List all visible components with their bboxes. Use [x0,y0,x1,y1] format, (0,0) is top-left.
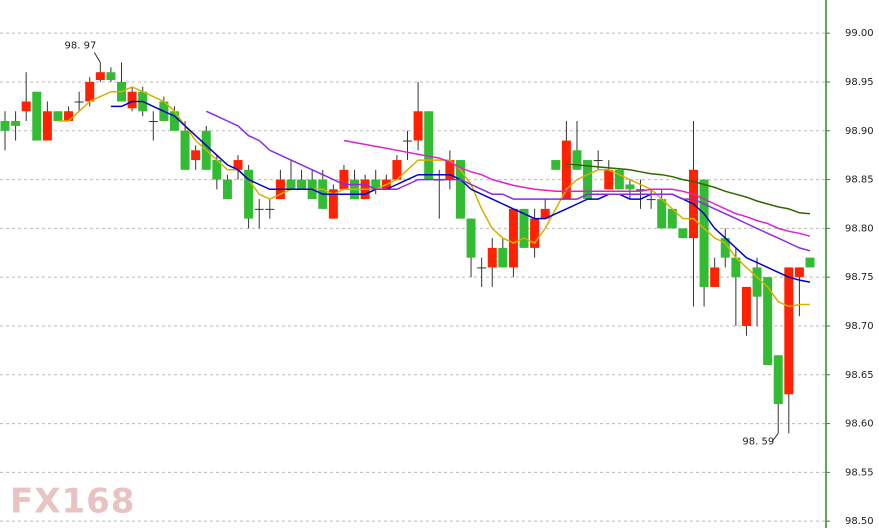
y-tick-label: 98.55 [845,467,874,478]
moving-average [343,139,811,237]
y-tick-label: 98.85 [845,175,874,186]
candle-body [191,150,201,161]
candle-body [455,160,465,219]
candle-body [371,179,381,190]
y-tick-label: 99.00 [845,28,874,39]
annotation: 98. 97 [65,40,97,51]
candle-body [106,72,116,81]
candle-body [169,111,179,131]
candle-body [286,179,296,190]
candle-body [752,267,762,297]
candle-body [614,169,624,190]
y-tick-label: 98.75 [845,272,874,283]
candle-body [604,169,614,190]
candle-body [805,257,815,268]
candle-body [498,247,508,268]
candle-body [477,267,487,269]
candle-body [265,208,275,210]
candle-body [212,160,222,180]
candle-body [508,208,518,268]
candle-body [636,189,646,191]
candle-body [42,111,52,141]
candle-body [646,199,656,201]
candle-body [148,121,158,123]
watermark: FX168 [10,482,135,522]
candle-body [11,121,21,126]
annotation-leader [93,52,101,63]
candle-body [794,267,804,278]
y-tick-label: 98.95 [845,77,874,88]
candle-body [244,169,254,219]
candle-body [572,150,582,170]
y-tick-label: 98.90 [845,126,874,137]
candle-body [233,160,243,170]
candle-body [424,111,434,180]
candle-body [551,160,561,170]
candle-body [53,111,63,122]
candle-body [561,140,571,200]
candle-body [180,130,190,170]
candle-body [530,218,540,248]
candle-body [32,91,42,141]
candle-body [593,160,603,162]
candle-body [678,228,688,239]
candle-body [699,179,709,287]
candle-body [0,121,10,131]
candle-body [445,160,455,180]
candle-body [328,189,338,219]
candle-body [720,238,730,258]
candle-body [403,140,412,142]
candle-body [710,267,720,287]
candle-body [74,101,84,103]
candle-body [625,184,635,190]
candle-body [540,208,550,219]
y-tick-label: 98.60 [845,419,874,430]
candle-body [95,72,105,81]
annotation-leader [771,433,779,442]
candle-body [657,199,667,229]
candle-body [784,267,794,395]
candle-body [741,286,751,326]
y-tick-label: 98.80 [845,223,874,234]
candle-body [297,179,307,190]
candle-body [64,111,74,122]
candle-body [21,101,31,112]
candle-body [763,277,773,366]
candle-body [392,160,402,180]
moving-average [205,110,811,252]
candle-body [583,160,593,200]
candle-body [413,111,423,141]
candle-body [773,355,783,405]
candle-body [85,81,95,102]
candle-body [519,208,529,248]
candle-body [466,218,476,258]
candle-body [339,169,349,190]
y-tick-label: 98.65 [845,370,874,381]
candle-body [667,208,677,229]
annotation: 98. 59 [742,436,774,447]
candle-body [254,208,264,210]
y-tick-label: 98.50 [845,516,874,527]
candle-body [127,91,137,109]
moving-average [566,163,811,215]
candle-body [487,247,497,268]
y-tick-label: 98.70 [845,321,874,332]
candle-body [731,257,741,278]
candle-body [222,179,232,200]
